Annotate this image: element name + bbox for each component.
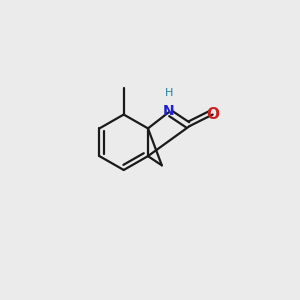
Text: N: N bbox=[163, 104, 175, 118]
Text: O: O bbox=[206, 107, 219, 122]
Text: H: H bbox=[165, 88, 173, 98]
